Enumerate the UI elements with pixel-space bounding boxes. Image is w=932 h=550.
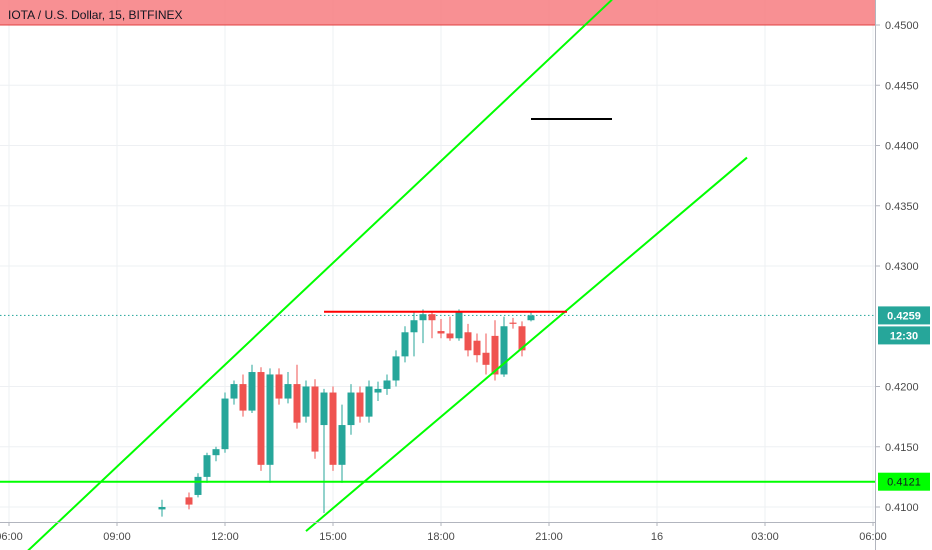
candle-body-31[interactable] (455, 311, 463, 339)
candle-body-1[interactable] (185, 497, 193, 505)
support-level-badge (878, 472, 930, 491)
candle-body-17[interactable] (329, 392, 337, 465)
x-tick-label-3: 15:00 (319, 531, 347, 543)
candle-body-34[interactable] (482, 352, 490, 365)
y-tick-label-3: 0.4350 (885, 201, 919, 213)
channel-lower-line[interactable] (305, 156, 748, 532)
grid-lines (0, 0, 876, 522)
last-price-label: 0.4259 (887, 310, 921, 322)
candle-body-36[interactable] (500, 326, 508, 375)
y-tick-label-2: 0.4400 (885, 141, 919, 153)
candle-body-33[interactable] (473, 340, 481, 356)
price-axis[interactable] (876, 0, 932, 550)
candle-body-10[interactable] (266, 374, 274, 465)
support-level-label: 0.4121 (887, 477, 921, 489)
candle-body-11[interactable] (275, 374, 283, 399)
x-tick-label-7: 03:00 (751, 531, 779, 543)
candle-body-7[interactable] (239, 384, 247, 411)
candle-body-2[interactable] (194, 476, 202, 495)
candle-body-3[interactable] (203, 455, 211, 477)
candle-body-21[interactable] (365, 386, 373, 417)
candle-body-37[interactable] (509, 322, 517, 324)
candle-body-4[interactable] (212, 449, 220, 456)
y-tick-label-0: 0.4500 (885, 20, 919, 32)
candle-body-39[interactable] (527, 315, 535, 321)
x-tick-label-1: 09:00 (103, 531, 131, 543)
channel-upper-line[interactable] (27, 0, 613, 550)
candle-body-25[interactable] (401, 332, 409, 357)
candle-body-18[interactable] (338, 425, 346, 465)
y-tick-label-7: 0.4100 (885, 502, 919, 514)
candle-body-22[interactable] (374, 388, 382, 393)
candle-body-19[interactable] (347, 392, 355, 426)
y-tick-label-4: 0.4300 (885, 261, 919, 273)
candle-body-8[interactable] (248, 372, 256, 411)
countdown-badge (878, 326, 930, 345)
price-badges: 0.4259 12:30 0.4121 (878, 306, 930, 491)
last-price-badge (878, 306, 930, 325)
candle-body-28[interactable] (428, 314, 436, 321)
drawings[interactable] (0, 0, 876, 550)
candle-body-6[interactable] (230, 384, 238, 399)
candle-body-35[interactable] (491, 335, 499, 375)
x-tick-label-5: 21:00 (535, 531, 563, 543)
candle-body-24[interactable] (392, 356, 400, 381)
candle-body-30[interactable] (446, 333, 454, 339)
candle-body-14[interactable] (302, 386, 310, 417)
candle-body-0[interactable] (158, 507, 166, 510)
x-tick-label-0: 06:00 (0, 531, 23, 543)
zones (0, 0, 876, 316)
candle-body-16[interactable] (320, 392, 328, 426)
candle-body-20[interactable] (356, 392, 364, 417)
countdown-label: 12:30 (890, 330, 918, 342)
candle-body-23[interactable] (383, 380, 391, 389)
x-tick-label-4: 18:00 (427, 531, 455, 543)
candle-body-12[interactable] (284, 384, 292, 399)
resistance-zone[interactable] (0, 0, 876, 25)
candle-body-5[interactable] (221, 398, 229, 450)
x-tick-label-6: 16 (651, 531, 663, 543)
candle-body-27[interactable] (419, 314, 427, 321)
candle-body-32[interactable] (464, 332, 472, 351)
time-axis-labels: 06:00 09:00 12:00 15:00 18:00 21:00 16 03:00 06:… (0, 522, 887, 543)
candle-body-26[interactable] (410, 320, 418, 333)
y-tick-label-5: 0.4200 (885, 382, 919, 394)
y-tick-label-6: 0.4150 (885, 442, 919, 454)
candle-body-13[interactable] (293, 384, 301, 423)
candle-body-38[interactable] (518, 326, 526, 351)
candle-body-29[interactable] (437, 331, 445, 334)
candle-body-9[interactable] (257, 372, 265, 465)
candle-body-15[interactable] (311, 386, 319, 452)
y-tick-label-1: 0.4450 (885, 80, 919, 92)
chart-title: IOTA / U.S. Dollar, 15, BITFINEX (8, 8, 183, 22)
candles[interactable] (158, 309, 535, 517)
x-tick-label-8: 06:00 (859, 531, 887, 543)
price-axis-labels: 0.4500 0.4450 0.4400 0.4350 0.4300 0.4200 0.41… (876, 20, 919, 514)
x-tick-label-2: 12:00 (211, 531, 239, 543)
